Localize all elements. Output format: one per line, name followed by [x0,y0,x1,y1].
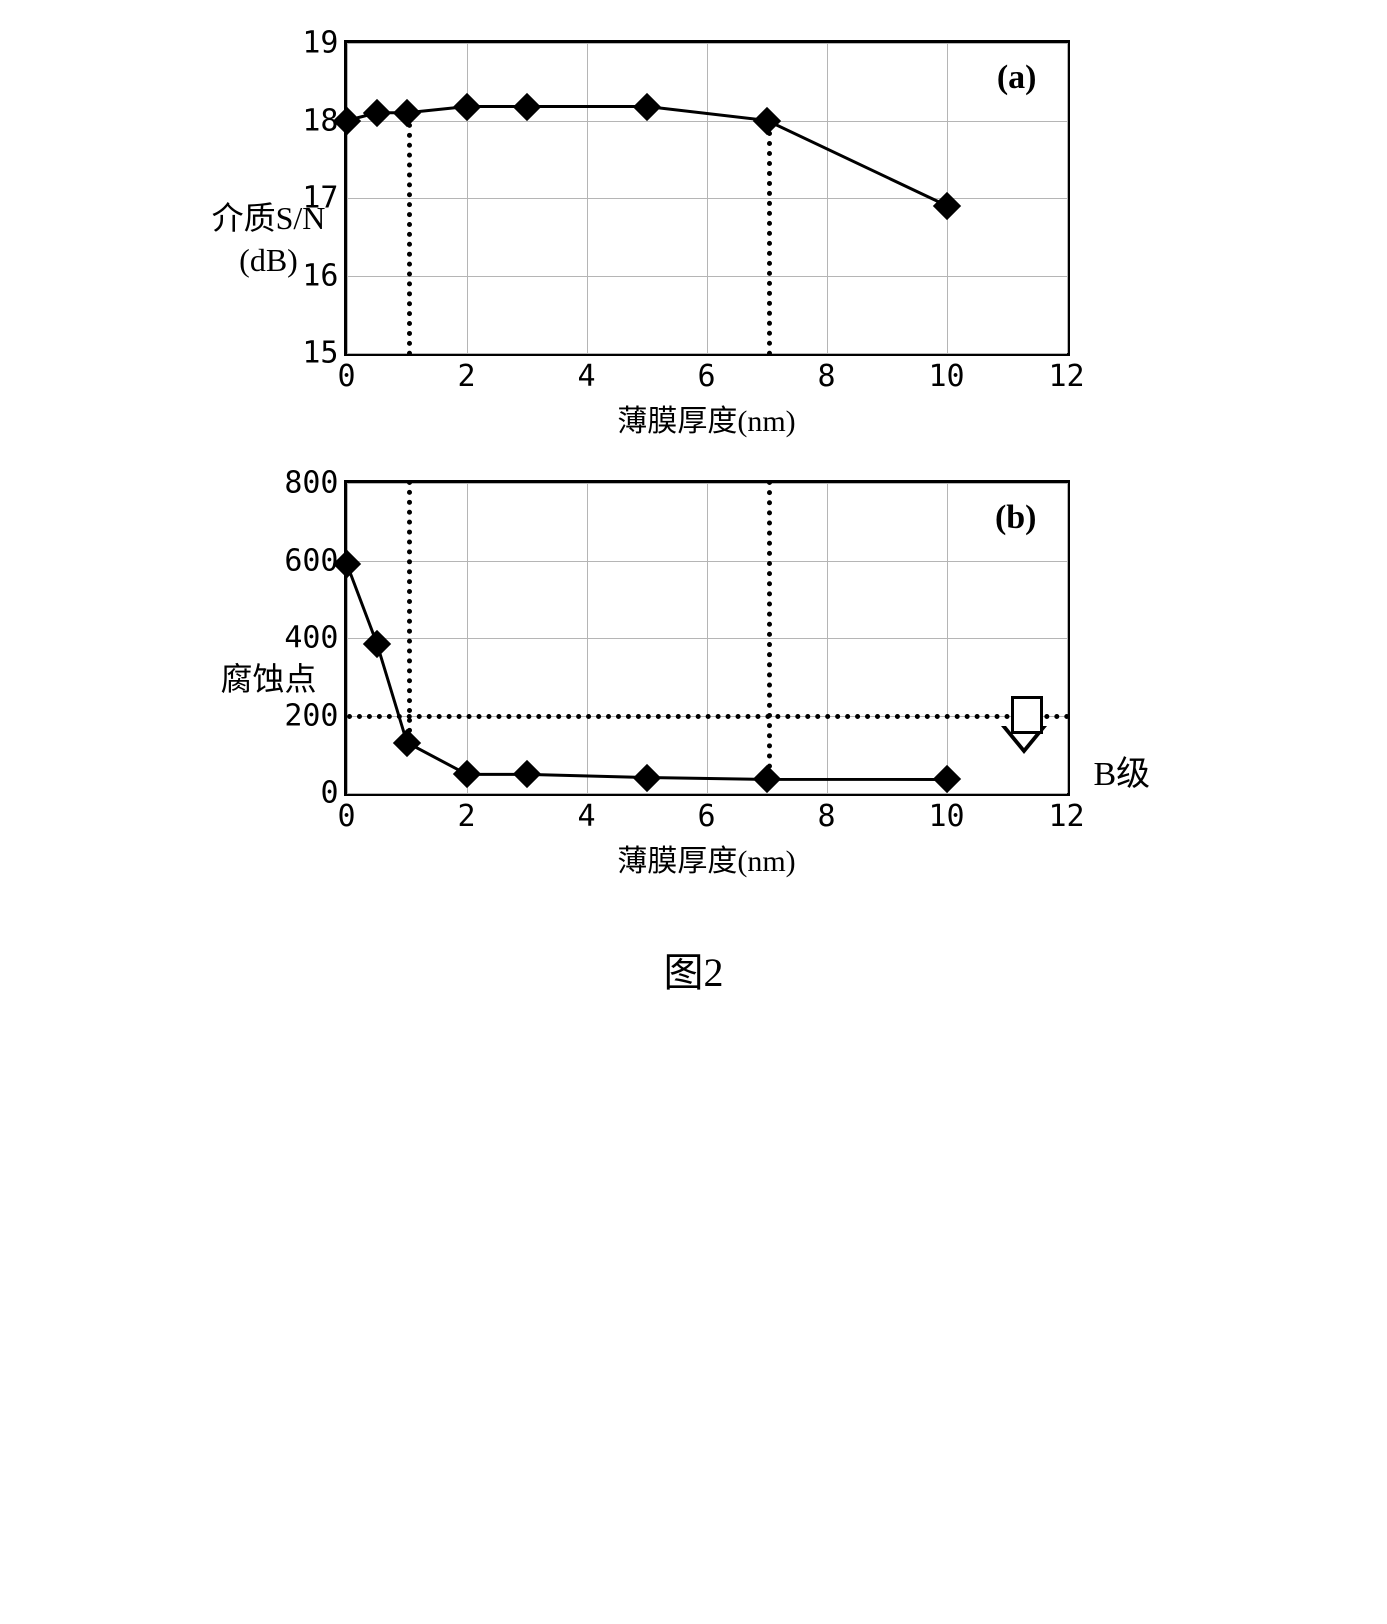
xtick-label: 2 [457,359,475,394]
ytick-label: 0 [320,776,338,811]
ytick-label: 600 [284,543,338,578]
xtick-label: 10 [928,799,964,834]
ytick-label: 17 [302,181,338,216]
xtick-label: 0 [337,799,355,834]
panel-a-plot: 0246810121516171819(a) [344,40,1070,356]
xtick-label: 4 [577,359,595,394]
xtick-label: 8 [817,799,835,834]
data-marker [932,765,960,793]
xtick-label: 10 [928,359,964,394]
arrow-down-icon [1001,696,1047,756]
data-marker [512,92,540,120]
xtick-label: 6 [697,799,715,834]
data-marker [632,763,660,791]
ytick-label: 16 [302,258,338,293]
figure-2: 介质S/N (dB) 0246810121516171819(a) 薄膜厚度(n… [194,40,1194,998]
ytick-label: 15 [302,336,338,371]
panel-a-xlabel: 薄膜厚度(nm) [344,396,1070,440]
xtick-label: 12 [1048,799,1084,834]
figure-caption: 图2 [194,940,1194,998]
data-marker [362,99,390,127]
xtick-label: 0 [337,359,355,394]
panel-a-row: 介质S/N (dB) 0246810121516171819(a) 薄膜厚度(n… [194,40,1194,440]
data-marker [632,92,660,120]
panel-tag: (a) [997,59,1037,97]
ytick-label: 200 [284,698,338,733]
panel-b-row: 腐蚀点 0246810120200400600800(b) 薄膜厚度(nm) B… [194,480,1194,880]
panel-tag: (b) [995,499,1037,537]
xtick-label: 4 [577,799,595,834]
panel-b-plotwrap: 0246810120200400600800(b) 薄膜厚度(nm) [344,480,1070,880]
ytick-label: 19 [302,26,338,61]
xtick-label: 8 [817,359,835,394]
xtick-label: 6 [697,359,715,394]
data-marker [452,92,480,120]
data-marker [362,630,390,658]
panel-b-xlabel: 薄膜厚度(nm) [344,836,1070,880]
panel-b-side-label: B级 [1094,746,1151,795]
panel-b-ylabel: 腐蚀点 [194,659,344,701]
data-marker [932,192,960,220]
xtick-label: 12 [1048,359,1084,394]
xtick-label: 2 [457,799,475,834]
data-marker [512,760,540,788]
data-marker [452,760,480,788]
ytick-label: 400 [284,621,338,656]
ytick-label: 800 [284,466,338,501]
panel-b-plot: 0246810120200400600800(b) [344,480,1070,796]
panel-a-plotwrap: 0246810121516171819(a) 薄膜厚度(nm) [344,40,1070,440]
